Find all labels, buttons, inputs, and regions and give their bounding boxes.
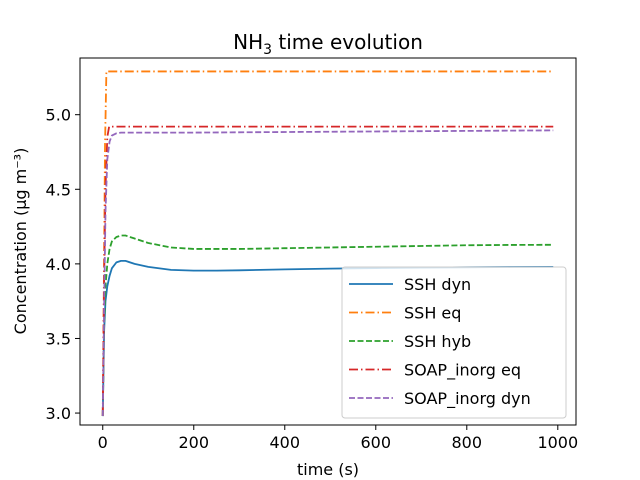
x-tick-label: 0 [98, 433, 108, 452]
y-axis: 3.0 3.5 4.0 4.5 5.0 [46, 106, 80, 423]
y-tick-label: 3.5 [46, 329, 71, 348]
x-axis: 0 200 400 600 800 1000 [98, 425, 578, 452]
series-line-5 [101, 129, 554, 417]
y-tick-label: 5.0 [46, 106, 71, 125]
chart-title-rest: time evolution [272, 30, 423, 54]
legend-label: SSH dyn [404, 275, 471, 294]
y-tick-label: 4.5 [46, 180, 71, 199]
x-axis-label: time (s) [297, 460, 359, 479]
legend-label: SOAP_inorg dyn [404, 389, 531, 409]
series-line-3 [101, 234, 554, 417]
legend: SSH dyn SSH eq SSH hyb SOAP_inorg eq SOAP_in… [341, 266, 567, 419]
plot-frame [79, 57, 577, 426]
chart-title-subscript: 3 [263, 42, 272, 58]
legend-box [341, 266, 567, 419]
legend-label: SSH hyb [404, 332, 471, 351]
x-tick-label: 200 [178, 433, 209, 452]
y-axis-label: Concentration (μg m⁻³) [11, 148, 30, 335]
y-tick-label: 4.0 [46, 255, 71, 274]
x-tick-label: 800 [452, 433, 483, 452]
legend-label: SSH eq [404, 304, 461, 323]
x-tick-label: 1000 [537, 433, 578, 452]
chart-title: NH3 time evolution [233, 30, 423, 58]
legend-label: SOAP_inorg eq [404, 361, 521, 381]
y-tick-label: 3.0 [46, 404, 71, 423]
chart-title-main: NH [233, 30, 263, 54]
x-tick-label: 400 [269, 433, 300, 452]
series-line-4 [101, 125, 554, 417]
x-tick-label: 600 [361, 433, 392, 452]
